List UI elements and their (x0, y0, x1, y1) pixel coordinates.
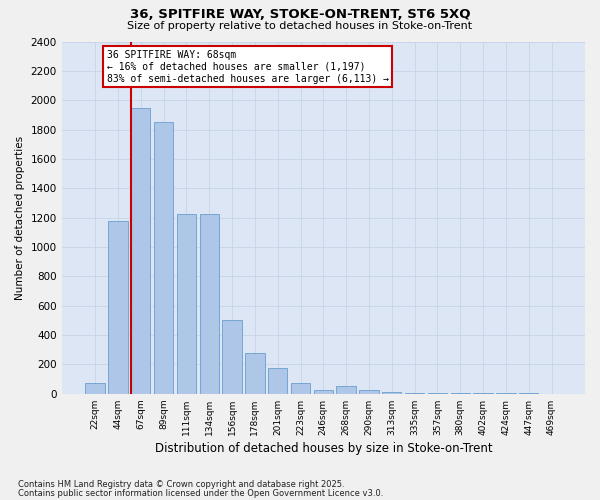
Bar (154, 122, 173, 394)
Bar (177, 214, 196, 394)
Bar (359, 390, 379, 394)
Bar (405, 393, 424, 394)
Bar (451, 393, 470, 394)
Text: Contains public sector information licensed under the Open Government Licence v3: Contains public sector information licen… (18, 488, 383, 498)
Text: Size of property relative to detached houses in Stoke-on-Trent: Size of property relative to detached ho… (127, 21, 473, 31)
Y-axis label: Number of detached properties: Number of detached properties (15, 136, 25, 300)
Text: Contains HM Land Registry data © Crown copyright and database right 2025.: Contains HM Land Registry data © Crown c… (18, 480, 344, 489)
X-axis label: Distribution of detached houses by size in Stoke-on-Trent: Distribution of detached houses by size … (155, 442, 492, 455)
Bar (268, 368, 287, 394)
Bar (131, 108, 151, 394)
Bar (473, 393, 493, 394)
Bar (291, 383, 310, 394)
Bar (200, 214, 219, 394)
Bar (337, 386, 356, 394)
Bar (245, 352, 265, 394)
Bar (428, 393, 447, 394)
Bar (382, 392, 401, 394)
Bar (314, 390, 333, 394)
Bar (108, 222, 128, 394)
Text: 36 SPITFIRE WAY: 68sqm
← 16% of detached houses are smaller (1,197)
83% of semi-: 36 SPITFIRE WAY: 68sqm ← 16% of detached… (107, 50, 389, 84)
Bar (85, 383, 105, 394)
Bar (223, 320, 242, 394)
Text: 36, SPITFIRE WAY, STOKE-ON-TRENT, ST6 5XQ: 36, SPITFIRE WAY, STOKE-ON-TRENT, ST6 5X… (130, 8, 470, 20)
